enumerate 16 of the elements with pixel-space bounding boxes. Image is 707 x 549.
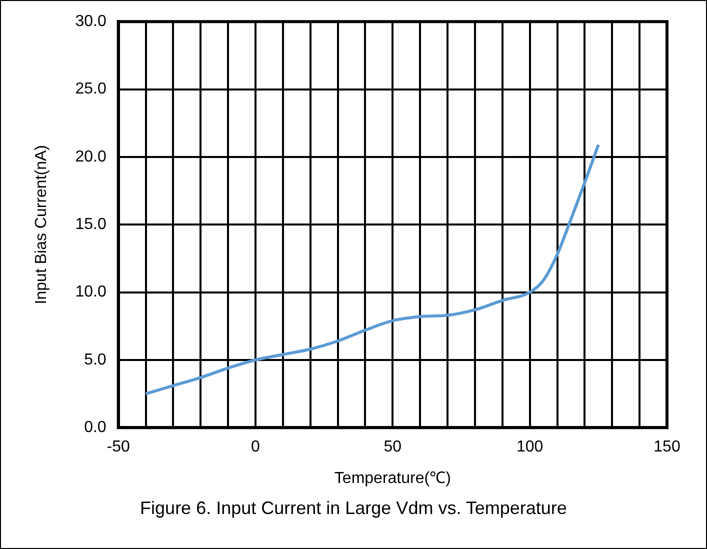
y-tick-label: 0.0 (84, 419, 106, 436)
x-tick-label: 150 (654, 438, 680, 456)
x-tick-label: 50 (384, 438, 402, 456)
y-tick-label: 15.0 (75, 216, 106, 234)
line-series (144, 143, 600, 396)
caption: Figure 6. Input Current in Large Vdm vs. Temperature (139, 498, 568, 519)
y-tick-label: 5.0 (84, 351, 106, 368)
y-tick-label: 20.0 (75, 148, 106, 166)
x-tick-label: -50 (106, 438, 130, 456)
y-tick-label: 25.0 (75, 80, 106, 98)
y-tick-label: 10.0 (75, 284, 106, 301)
x-axis-title: Temperature(℃) (334, 470, 451, 487)
y-tick-label: 30.0 (75, 13, 106, 30)
x-tick-label: 0 (251, 438, 260, 456)
x-tick-label: 100 (516, 438, 544, 456)
y-axis-title: Input Bias Current(nA) (33, 145, 50, 304)
